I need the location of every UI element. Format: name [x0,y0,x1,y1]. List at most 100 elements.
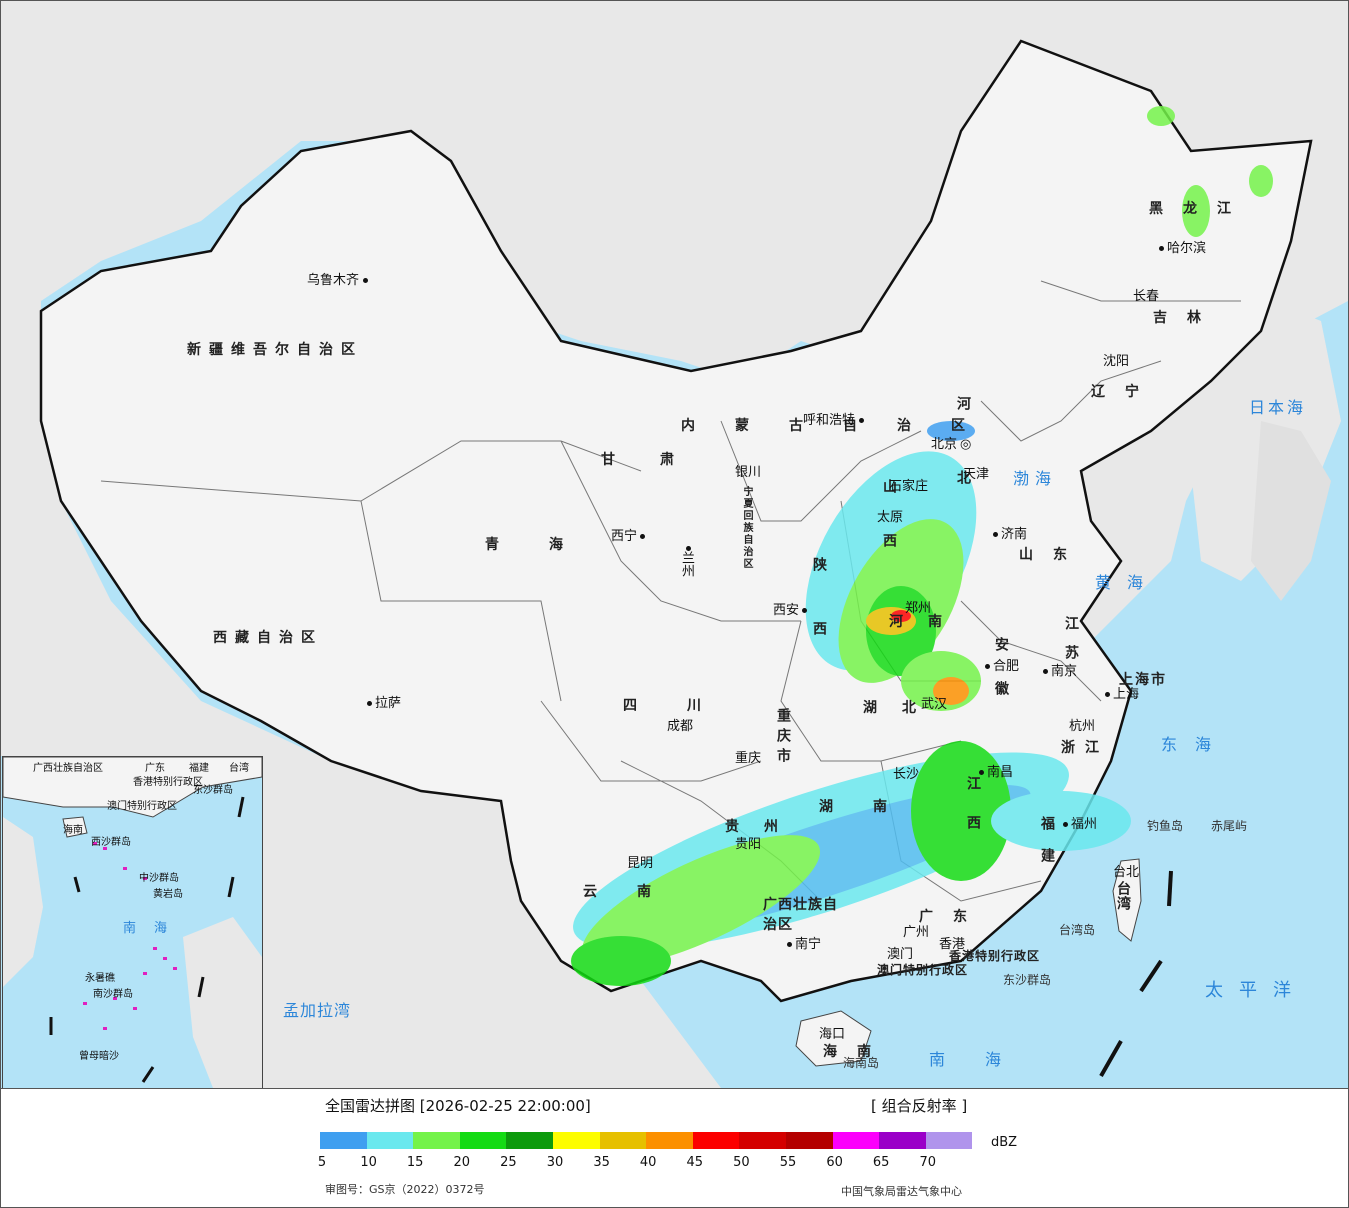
city-label: 南宁 [787,933,821,952]
city-label: 合肥 [985,655,1019,674]
city-label: 贵阳 [735,837,762,852]
legend-title: 全国雷达拼图 [2026-02-25 22:00:00] [325,1097,591,1115]
unit-label: dBZ [991,1135,1018,1150]
province-label: 上海市 [1119,672,1167,688]
province-label: 河南 [889,614,967,630]
city-label: 北京 ◎ [931,437,972,452]
island-label: 台湾岛 [1059,923,1096,937]
city-label: 台北 [1113,865,1140,880]
city-label: 澳门 [887,947,914,962]
city-label: 福州 [1063,813,1097,832]
sea-label: 东海 [1161,735,1230,754]
city-label: 香港 [939,937,966,952]
province-label: 甘肃 [601,452,719,468]
color-bar-tick-label: 15 [406,1155,424,1170]
color-bar-tick-label: 25 [500,1155,517,1170]
province-label: 辽宁 [1091,384,1159,400]
color-swatch [366,1132,414,1149]
city-label: 兰州 [677,546,696,577]
color-bar-tick-label: 40 [639,1155,657,1170]
sea-label: 孟加拉湾 [283,1001,352,1020]
city-label: 乌鲁木齐 [307,269,371,288]
province-label: 山东 [1019,547,1087,563]
city-label: 长春 [1133,289,1160,304]
color-bar-tick-label: 50 [733,1155,750,1170]
province-label: 江苏 [1063,616,1079,674]
island-label: 赤尾屿 [1211,819,1248,833]
province-label: 福建 [1039,816,1055,880]
city-label: 重庆 [735,751,762,766]
sea-label: 太平洋 [1205,980,1307,1001]
map-canvas [1,1,1348,1088]
city-label: 南昌 [979,761,1013,780]
province-label: 江西 [965,776,981,854]
color-bar-tick-label: 70 [919,1155,937,1170]
city-label: 太原 [877,510,904,525]
inset-label: 澳门特别行政区 [107,801,177,812]
color-bar-tick-label: 10 [360,1155,377,1170]
city-label: 沈阳 [1103,354,1130,369]
province-label: 青海 [485,537,613,553]
inset-label: 南沙群岛 [93,989,133,1000]
organization-label: 中国气象局雷达气象中心 [841,1185,962,1198]
city-label: 长沙 [893,767,920,782]
city-label: 石家庄 [889,479,929,494]
inset-label: 永暑礁 [85,973,115,984]
product-type: [ 组合反射率 ] [871,1097,968,1115]
color-bar-tick-label: 60 [826,1155,843,1170]
inset-label: 福建 [189,763,209,774]
island-label: 东沙群岛 [1003,973,1052,987]
city-label: 哈尔滨 [1159,237,1206,256]
color-swatch [506,1132,553,1149]
color-swatch [320,1132,367,1149]
city-label: 拉萨 [367,692,401,711]
south-china-sea-inset: 广西壮族自治区 广东 福建 台湾 香港特别行政区 澳门特别行政区 东沙群岛 海南… [2,756,263,1088]
sea-label: 南海 [929,1050,1042,1069]
inset-label: 香港特别行政区 [133,777,203,788]
province-label: 台湾 [1115,881,1131,911]
city-label: 呼和浩特 [803,409,867,428]
province-label: 黑龙江 [1149,201,1251,217]
city-label: 成都 [667,719,694,734]
inset-label: 广东 [145,763,165,774]
province-label: 陕西 [811,557,827,685]
color-bar-tick-label: 20 [453,1155,471,1170]
approval-number: 审图号：GS京（2022）0372号 [325,1183,485,1196]
color-bar-tick-label: 55 [779,1155,797,1170]
province-label: 重庆市 [775,708,791,768]
legend: 全国雷达拼图 [2026-02-25 22:00:00] [ 组合反射率 ] d… [1,1089,1348,1207]
color-swatch [413,1132,460,1149]
province-label: 云南 [583,884,691,900]
color-swatch [832,1132,880,1149]
province-label: 湖北 [863,700,941,716]
city-label: 昆明 [627,856,654,871]
island-label: 海南岛 [843,1056,880,1070]
province-label: 安徽 [993,637,1009,725]
inset-label: 南海 [123,921,186,936]
province-label: 吉林 [1153,310,1221,326]
sea-label: 渤海 [1013,469,1058,488]
province-label: 新疆维吾尔自治区 [187,342,363,358]
city-label: 杭州 [1069,719,1096,734]
color-bar [320,1132,973,1149]
province-label: 山西 [881,479,897,587]
color-bar-tick-label: 35 [593,1155,610,1170]
province-label: 贵州 [725,819,803,835]
province-label: 澳门特别行政区 [877,963,969,977]
city-label: 广州 [903,925,930,940]
color-bar-tick-label: 5 [317,1155,327,1170]
city-label: 南京 [1043,660,1077,679]
city-label: 郑州 [905,601,932,616]
province-label: 湖南 [819,799,927,815]
color-swatch [785,1132,833,1149]
province-label: 广西壮族自治区 [763,897,838,933]
inset-label: 东沙群岛 [193,785,233,796]
color-swatch [692,1132,740,1149]
inset-label: 海南 [63,825,83,836]
color-swatch [925,1132,973,1149]
city-label: 上海 [1105,683,1139,702]
color-swatch [739,1132,786,1149]
color-swatch [552,1132,600,1149]
province-label: 四川 [623,698,751,714]
